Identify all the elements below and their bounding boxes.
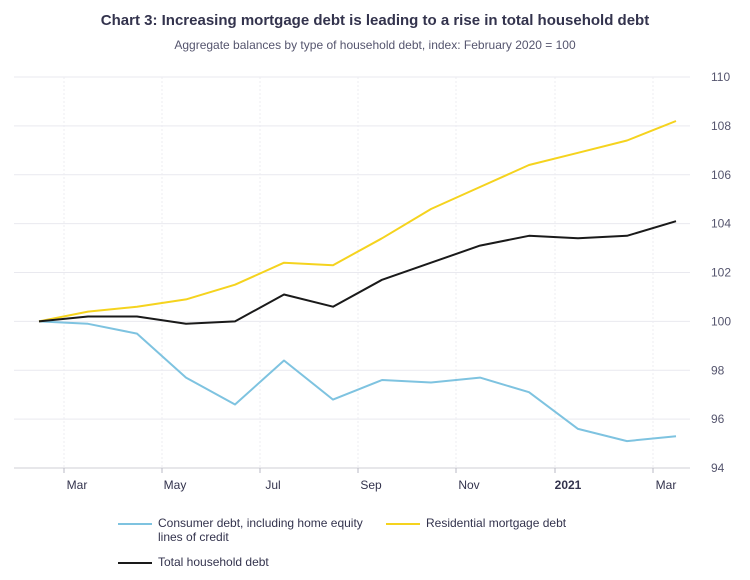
chart-subtitle: Aggregate balances by type of household … bbox=[174, 38, 576, 52]
legend-label-mortgage-debt: Residential mortgage debt bbox=[426, 516, 567, 530]
legend-label-consumer-debt-line1: Consumer debt, including home equity bbox=[158, 516, 363, 530]
legend-label-total-debt: Total household debt bbox=[158, 555, 269, 569]
y-tick-label: 102 bbox=[711, 266, 731, 280]
x-tick-label: Sep bbox=[360, 478, 382, 492]
y-tick-label: 100 bbox=[711, 314, 731, 328]
legend-item-mortgage-debt[interactable]: Residential mortgage debt bbox=[386, 516, 566, 530]
y-tick-label: 98 bbox=[711, 363, 725, 377]
x-tick-label: 2021 bbox=[555, 478, 582, 492]
legend-item-consumer-debt[interactable]: Consumer debt, including home equity lin… bbox=[118, 516, 363, 544]
chart-title: Chart 3: Increasing mortgage debt is lea… bbox=[100, 12, 650, 29]
y-tick-label: 94 bbox=[711, 461, 725, 475]
x-tick-label: May bbox=[164, 478, 187, 492]
legend-swatch-consumer-debt bbox=[118, 523, 152, 525]
y-tick-label: 110 bbox=[711, 70, 730, 84]
legend-item-total-debt[interactable]: Total household debt bbox=[118, 555, 269, 569]
y-tick-label: 108 bbox=[711, 119, 731, 133]
legend-swatch-mortgage-debt bbox=[386, 523, 420, 525]
x-tick-label: Mar bbox=[67, 478, 88, 492]
plot-area: 94 96 98 100 102 104 106 108 110 Mar May Jul Sep Nov 2… bbox=[14, 70, 731, 492]
x-tick-label: Mar bbox=[656, 478, 677, 492]
x-tick-label: Nov bbox=[458, 478, 479, 492]
y-tick-label: 96 bbox=[711, 412, 725, 426]
series-line-mortgage-debt bbox=[38, 120, 677, 323]
legend-label-consumer-debt-line2: lines of credit bbox=[158, 530, 229, 544]
legend-swatch-total-debt bbox=[118, 562, 152, 564]
x-tick-label: Jul bbox=[265, 478, 280, 492]
series-line-total-debt bbox=[38, 220, 677, 325]
y-tick-label: 104 bbox=[711, 217, 731, 231]
y-tick-label: 106 bbox=[711, 168, 731, 182]
series-line-consumer-debt bbox=[38, 320, 677, 443]
